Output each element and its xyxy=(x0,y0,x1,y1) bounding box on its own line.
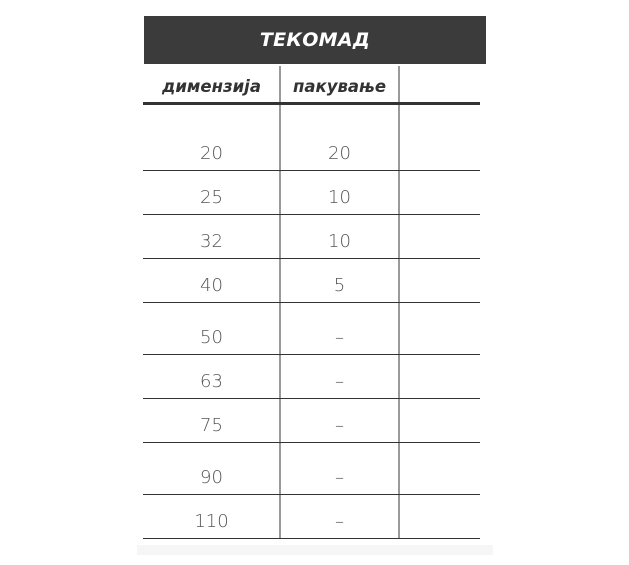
packaging-cell: – xyxy=(335,415,344,436)
packaging-cell: – xyxy=(335,371,344,392)
packaging-cell: 20 xyxy=(328,143,351,164)
dimension-cell: 50 xyxy=(200,327,223,348)
header-packaging: пакување xyxy=(292,76,387,96)
header-rule xyxy=(143,102,480,105)
table-row: 32 10 xyxy=(143,215,480,259)
table-title: ТЕКОМАД xyxy=(144,16,486,64)
packaging-cell: – xyxy=(335,327,344,348)
table-row: 75 – xyxy=(143,399,480,443)
dimension-cell: 63 xyxy=(200,371,223,392)
dimension-cell: 90 xyxy=(200,467,223,488)
packaging-cell: – xyxy=(335,467,344,488)
table-row: 20 20 xyxy=(143,104,480,171)
dimension-cell: 40 xyxy=(200,275,223,296)
table-row: 50 – xyxy=(143,303,480,355)
dimension-cell: 32 xyxy=(200,231,223,252)
header-extra xyxy=(399,70,480,102)
table-row: 25 10 xyxy=(143,171,480,215)
dimension-cell: 20 xyxy=(200,143,223,164)
table-row: 40 5 xyxy=(143,259,480,303)
packaging-cell: – xyxy=(335,511,344,532)
packaging-cell: 5 xyxy=(333,275,346,296)
table-row: 110 – xyxy=(143,495,480,539)
dimension-cell: 25 xyxy=(200,187,223,208)
header-dimension: димензија xyxy=(162,76,261,96)
packaging-cell: 10 xyxy=(328,187,351,208)
dimension-cell: 75 xyxy=(200,415,223,436)
bottom-shadow xyxy=(137,545,493,555)
table-row: 90 – xyxy=(143,443,480,495)
dimension-cell: 110 xyxy=(194,511,229,532)
table-row: 63 – xyxy=(143,355,480,399)
packaging-cell: 10 xyxy=(328,231,351,252)
